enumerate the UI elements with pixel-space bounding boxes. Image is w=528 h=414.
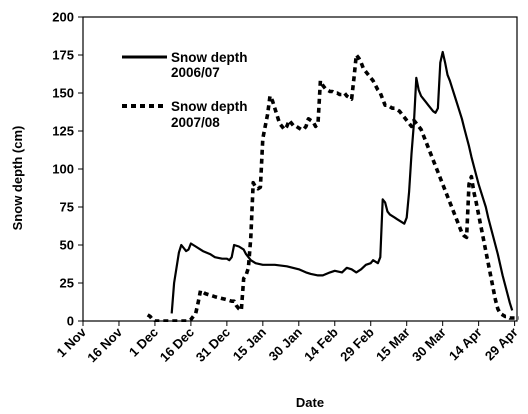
x-tick-label: 15 Jan: [230, 324, 269, 363]
x-tick-label: 14 Feb: [301, 324, 341, 364]
legend-label-2007-08-line2: 2007/08: [171, 115, 220, 130]
x-tick-label: 29 Apr: [482, 325, 521, 364]
x-tick-label: 29 Feb: [337, 324, 377, 364]
x-tick-label: 30 Jan: [266, 324, 305, 363]
x-tick-label: 16 Dec: [157, 325, 197, 365]
y-axis-title: Snow depth (cm): [10, 126, 25, 231]
legend: Snow depth 2006/07 Snow depth 2007/08: [122, 50, 248, 130]
legend-label-2006-07-line2: 2006/07: [171, 65, 220, 80]
y-tick-label: 125: [52, 124, 74, 139]
x-tick-label: 15 Mar: [373, 325, 413, 365]
plot-frame: [82, 16, 518, 322]
legend-label-2006-07-line1: Snow depth: [171, 50, 248, 65]
series-layer: [146, 50, 519, 322]
y-tick-label: 50: [60, 238, 74, 253]
plot-area: [82, 16, 518, 322]
legend-label-2007-08-line1: Snow depth: [171, 99, 248, 114]
y-tick-label: 0: [67, 314, 74, 329]
y-tick-label: 175: [52, 48, 74, 63]
x-tick-label: 31 Dec: [193, 325, 233, 365]
x-tick-label: 14 Apr: [446, 325, 485, 364]
y-tick-label: 200: [52, 10, 74, 25]
y-tick-label: 25: [60, 276, 74, 291]
series-line-2007-08: [146, 53, 519, 322]
x-tick-label: 30 Mar: [409, 325, 449, 365]
x-tick-label: 16 Nov: [84, 324, 125, 365]
y-tick-label: 100: [52, 162, 74, 177]
x-axis-title: Date: [296, 395, 324, 410]
y-tick-label: 150: [52, 86, 74, 101]
y-tick-label: 75: [60, 200, 74, 215]
series-line-2006-07: [170, 50, 514, 314]
y-axis-ticks: 0 25 50 75 100 125 150 175 200: [52, 10, 83, 329]
